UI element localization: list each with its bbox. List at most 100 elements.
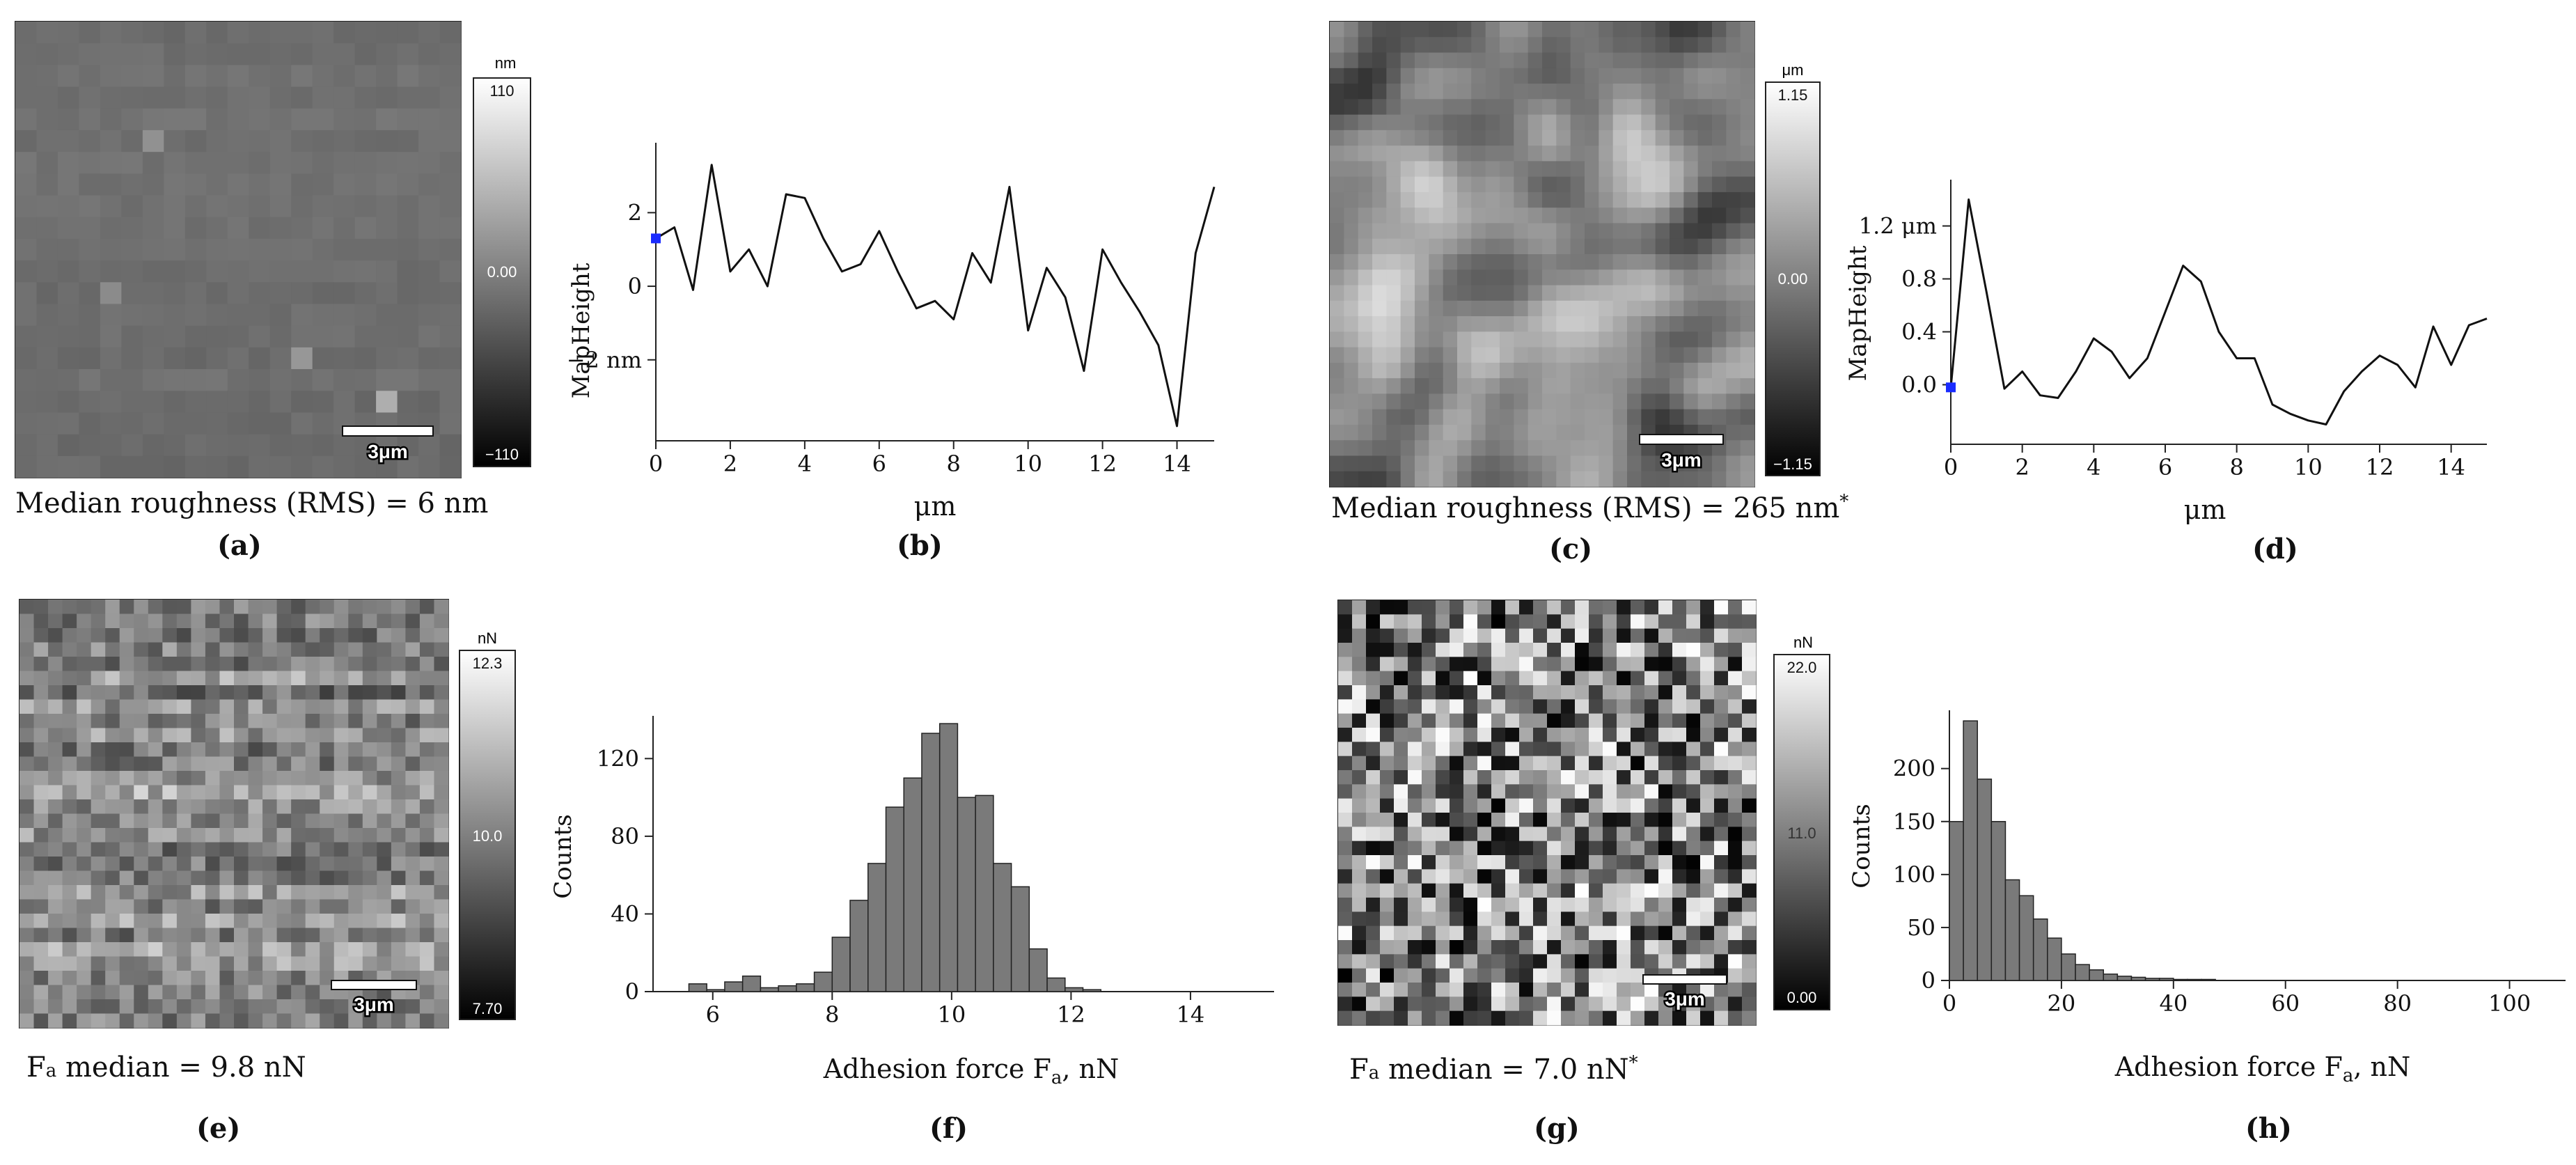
map-pixel — [1500, 393, 1514, 410]
map-pixel — [48, 1013, 63, 1029]
map-pixel — [305, 1013, 320, 1029]
map-pixel — [1471, 409, 1486, 425]
map-pixel — [1599, 393, 1614, 410]
map-pixel — [1542, 191, 1557, 208]
map-pixel — [348, 885, 363, 900]
map-pixel — [1457, 316, 1472, 332]
map-pixel — [1500, 316, 1514, 332]
map-pixel — [134, 899, 149, 914]
map-pixel — [134, 942, 149, 957]
map-pixel — [191, 714, 206, 729]
map-pixel — [148, 1013, 163, 1029]
map-pixel — [36, 217, 58, 240]
map-pixel — [1394, 912, 1408, 927]
histogram-bar — [2032, 918, 2048, 981]
map-pixel — [1612, 161, 1628, 178]
map-pixel — [1415, 191, 1429, 208]
map-pixel — [176, 999, 191, 1015]
map-pixel — [333, 282, 356, 305]
map-pixel — [62, 899, 77, 914]
map-pixel — [291, 108, 313, 131]
map-pixel — [1505, 614, 1520, 630]
map-pixel — [142, 152, 164, 174]
map-pixel — [1358, 254, 1373, 270]
map-pixel — [1641, 316, 1656, 332]
map-pixel — [162, 657, 178, 672]
map-pixel — [134, 742, 149, 758]
map-pixel — [397, 391, 419, 414]
map-pixel — [176, 1013, 191, 1029]
map-pixel — [1358, 176, 1373, 193]
map-pixel — [1644, 770, 1659, 785]
map-pixel — [418, 65, 441, 88]
map-pixel — [1429, 22, 1444, 38]
map-pixel — [121, 130, 143, 153]
map-pixel — [1547, 614, 1562, 630]
map-pixel — [77, 756, 92, 772]
map-pixel — [234, 928, 249, 943]
map-pixel — [1575, 699, 1589, 714]
map-pixel — [162, 828, 178, 843]
map-pixel — [1500, 68, 1514, 84]
map-pixel — [1386, 393, 1401, 410]
map-pixel — [348, 714, 363, 729]
map-pixel — [418, 86, 441, 109]
map-pixel — [79, 347, 101, 370]
map-pixel — [1644, 657, 1659, 672]
map-pixel — [1514, 285, 1529, 302]
map-pixel — [320, 685, 335, 701]
map-pixel — [248, 657, 263, 672]
map-pixel — [1670, 331, 1684, 348]
map-pixel — [1514, 300, 1529, 317]
map-pixel — [1686, 600, 1701, 615]
map-pixel — [1519, 770, 1534, 785]
map-pixel — [1527, 37, 1543, 54]
map-pixel — [333, 22, 356, 44]
map-pixel — [348, 928, 363, 943]
map-pixel — [1330, 254, 1344, 270]
map-pixel — [391, 942, 406, 957]
map-pixel — [234, 771, 249, 786]
map-pixel — [1728, 685, 1743, 700]
map-pixel — [1556, 378, 1571, 394]
map-pixel — [1670, 300, 1684, 317]
map-pixel — [320, 885, 335, 900]
y-tick-label: 200 — [1893, 756, 1935, 782]
map-pixel — [1443, 176, 1458, 193]
map-pixel — [1585, 347, 1599, 363]
map-pixel — [1683, 223, 1699, 240]
map-pixel — [1505, 770, 1520, 785]
map-pixel — [1422, 643, 1436, 657]
map-pixel — [134, 985, 149, 1000]
map-pixel — [62, 657, 77, 672]
map-pixel — [164, 412, 186, 435]
map-pixel — [1714, 713, 1729, 728]
map-pixel — [205, 671, 221, 686]
map-pixel — [1352, 728, 1367, 742]
map-pixel — [1436, 883, 1450, 898]
map-pixel — [1352, 912, 1367, 927]
map-pixel — [1561, 643, 1576, 657]
map-pixel — [1394, 840, 1408, 856]
map-pixel — [1683, 191, 1699, 208]
map-pixel — [62, 928, 77, 943]
map-pixel — [276, 714, 292, 729]
map-pixel — [1386, 130, 1401, 146]
map-pixel — [333, 391, 356, 414]
map-pixel — [1641, 114, 1656, 131]
map-pixel — [249, 65, 271, 88]
map-pixel — [434, 928, 449, 943]
map-pixel — [1358, 269, 1373, 286]
map-pixel — [291, 282, 313, 305]
map-pixel — [1485, 208, 1500, 224]
map-pixel — [1450, 925, 1464, 941]
map-pixel — [1400, 409, 1415, 425]
map-pixel — [1436, 912, 1450, 927]
map-pixel — [1570, 208, 1585, 224]
map-pixel — [249, 434, 271, 457]
map-pixel — [262, 642, 278, 657]
map-pixel — [1477, 643, 1492, 657]
map-pixel — [276, 885, 292, 900]
map-pixel — [184, 238, 207, 261]
map-pixel — [291, 756, 306, 772]
